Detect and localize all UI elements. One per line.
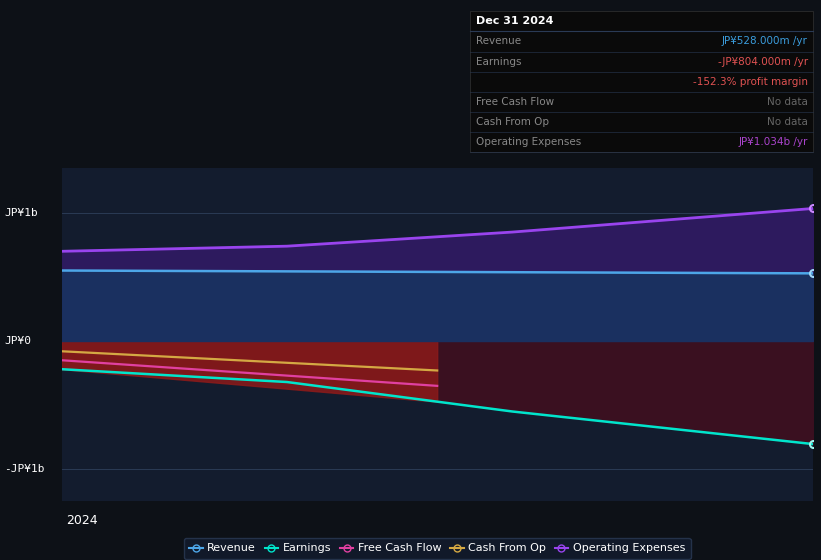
Text: Free Cash Flow: Free Cash Flow xyxy=(476,97,554,107)
Text: Operating Expenses: Operating Expenses xyxy=(476,137,581,147)
Text: Earnings: Earnings xyxy=(476,57,521,67)
Text: 2024: 2024 xyxy=(66,514,98,528)
Text: No data: No data xyxy=(767,97,808,107)
Text: -152.3% profit margin: -152.3% profit margin xyxy=(693,77,808,87)
Text: Cash From Op: Cash From Op xyxy=(476,117,549,127)
Text: JP¥0: JP¥0 xyxy=(4,336,31,346)
Text: JP¥1.034b /yr: JP¥1.034b /yr xyxy=(738,137,808,147)
Text: No data: No data xyxy=(767,117,808,127)
Text: -JP¥1b: -JP¥1b xyxy=(4,464,44,474)
Legend: Revenue, Earnings, Free Cash Flow, Cash From Op, Operating Expenses: Revenue, Earnings, Free Cash Flow, Cash … xyxy=(184,538,690,559)
Text: Revenue: Revenue xyxy=(476,36,521,46)
Text: JP¥1b: JP¥1b xyxy=(4,208,38,218)
Text: -JP¥804.000m /yr: -JP¥804.000m /yr xyxy=(718,57,808,67)
Text: Dec 31 2024: Dec 31 2024 xyxy=(476,16,553,26)
Text: JP¥528.000m /yr: JP¥528.000m /yr xyxy=(722,36,808,46)
